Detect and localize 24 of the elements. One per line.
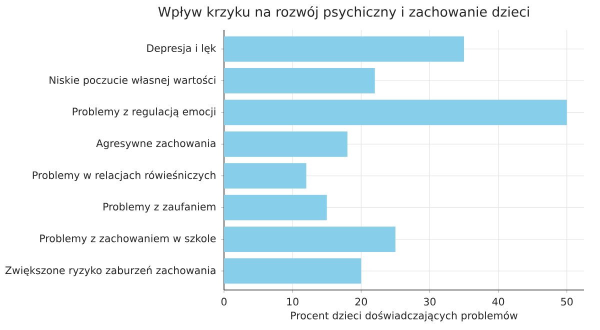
x-tick-label: 40 xyxy=(492,298,504,306)
y-tick-label: Problemy z regulacją emocji xyxy=(72,107,216,118)
bar xyxy=(224,194,327,220)
x-axis-title: Procent dzieci doświadczających problemów xyxy=(291,310,518,322)
x-tick-label: 30 xyxy=(424,298,436,306)
bar xyxy=(224,258,362,284)
y-tick-label: Niskie poczucie własnej wartości xyxy=(50,76,216,86)
y-tick-label: Problemy z zaufaniem xyxy=(104,202,216,213)
y-tick-label: Zwiększone ryzyko zaburzeń zachowania xyxy=(5,266,216,276)
x-tick-label: 0 xyxy=(221,298,227,306)
y-tick-label: Problemy w relacjach rówieśniczych xyxy=(32,170,216,182)
bar xyxy=(224,68,375,94)
x-tick-label: 10 xyxy=(287,298,298,306)
y-tick-label: Depresja i lęk xyxy=(147,44,216,54)
bar xyxy=(224,131,348,157)
x-tick-label: 50 xyxy=(561,298,573,306)
bar xyxy=(224,226,396,252)
bar xyxy=(224,100,567,126)
bar xyxy=(224,36,464,62)
chart-title: Wpływ krzyku na rozwój psychiczny i zachowanie dzieci xyxy=(158,6,529,20)
x-tick-label: 20 xyxy=(355,298,367,306)
bar xyxy=(224,163,306,189)
y-tick-label: Problemy z zachowaniem w szkole xyxy=(40,234,216,244)
y-tick-label: Agresywne zachowania xyxy=(96,139,216,150)
